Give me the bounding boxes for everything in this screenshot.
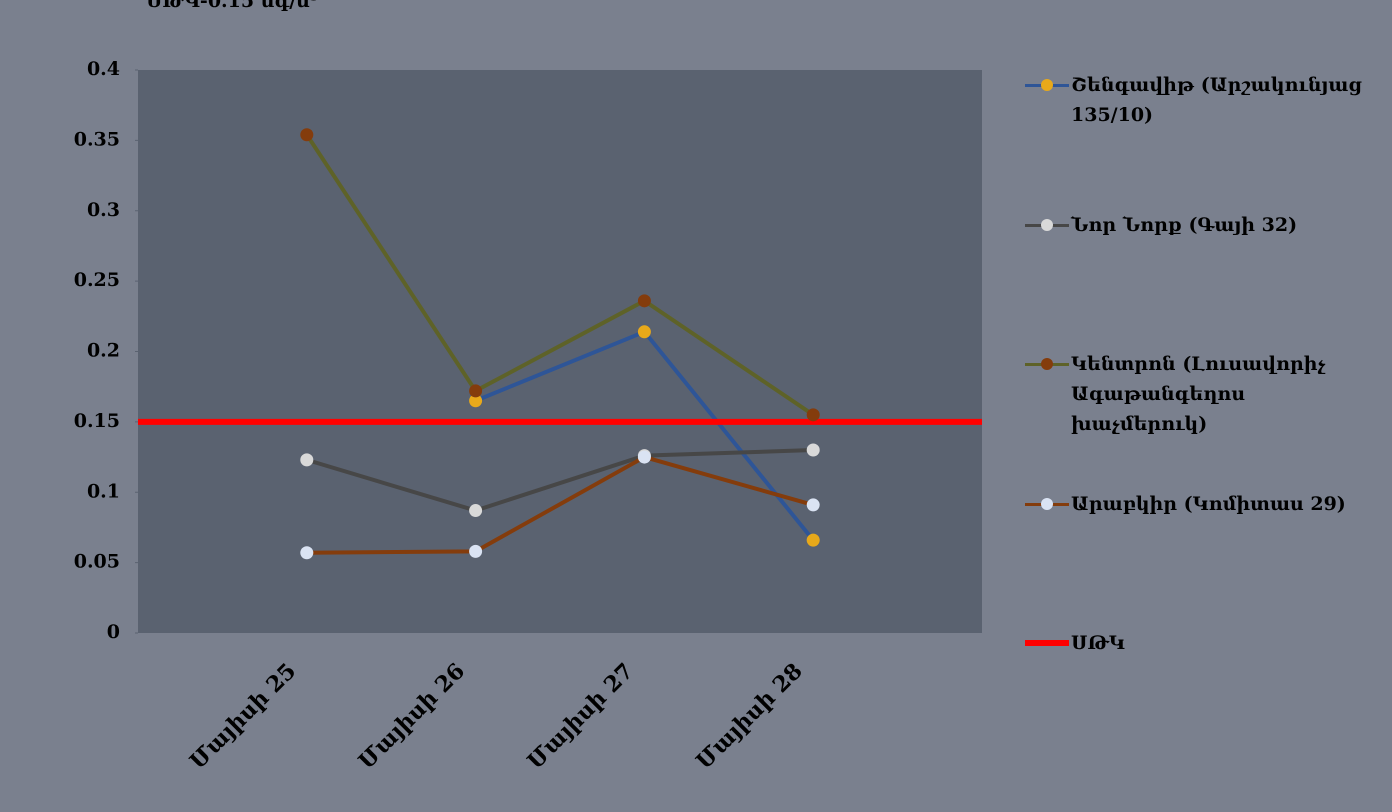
- marker: [637, 325, 651, 339]
- x-tick-label: Մայիսի 26: [354, 658, 470, 774]
- y-tick-label: 0.4: [87, 58, 120, 80]
- legend-label: Նոր Նորք (Գայի 32): [1071, 213, 1298, 236]
- legend-label: Շենգավիթ (Արշակունյաց 135/10): [1071, 74, 1362, 126]
- y-tick-label: 0.05: [74, 551, 120, 573]
- x-tick-label: Մայիսի 25: [185, 658, 301, 774]
- marker: [806, 533, 820, 547]
- series-line: [305, 133, 815, 417]
- marker: [806, 498, 820, 512]
- legend-symbol: [1025, 70, 1071, 100]
- marker: [806, 408, 820, 422]
- marker: [300, 128, 314, 142]
- legend-item: Նոր Նորք (Գայի 32): [1025, 210, 1385, 240]
- legend-symbol: [1025, 349, 1071, 379]
- marker: [637, 450, 651, 464]
- legend-label: ՍԹԿ: [1071, 632, 1125, 654]
- marker: [637, 294, 651, 308]
- plot-area: [138, 70, 982, 633]
- marker: [469, 394, 483, 408]
- legend-item: Կենտրոն (Լուսավորիչ Ագաթանգեղոս խաչմերու…: [1025, 349, 1385, 439]
- legend-symbol: [1025, 628, 1071, 658]
- marker: [300, 546, 314, 560]
- y-tick-label: 0: [107, 621, 120, 643]
- legend-label: Արաբկիր (Կոմիտաս 29): [1071, 492, 1346, 515]
- y-tick-label: 0.1: [87, 480, 120, 502]
- legend-symbol: [1025, 489, 1071, 519]
- y-tick-label: 0.25: [74, 269, 120, 291]
- marker: [806, 443, 820, 457]
- legend-item: Շենգավիթ (Արշակունյաց 135/10): [1025, 70, 1385, 130]
- chart-title: ՍԹԿ-0.15 մգ/մ³: [146, 0, 318, 12]
- series-line: [306, 454, 814, 555]
- marker: [300, 453, 314, 467]
- y-tick-label: 0.15: [74, 410, 120, 432]
- legend-symbol: [1025, 210, 1071, 240]
- x-tick-label: Մայիսի 28: [691, 658, 807, 774]
- marker: [469, 504, 483, 518]
- legend-item: Արաբկիր (Կոմիտաս 29): [1025, 489, 1385, 519]
- series-line: [306, 448, 814, 513]
- y-tick-label: 0.35: [74, 128, 120, 150]
- legend-item: ՍԹԿ: [1025, 628, 1385, 658]
- marker: [469, 544, 483, 558]
- x-tick-label: Մայիսի 27: [522, 658, 638, 774]
- legend-label: Կենտրոն (Լուսավորիչ Ագաթանգեղոս խաչմերու…: [1071, 353, 1326, 435]
- marker: [469, 384, 483, 398]
- y-tick-label: 0.2: [87, 340, 120, 362]
- y-tick-label: 0.3: [87, 199, 120, 221]
